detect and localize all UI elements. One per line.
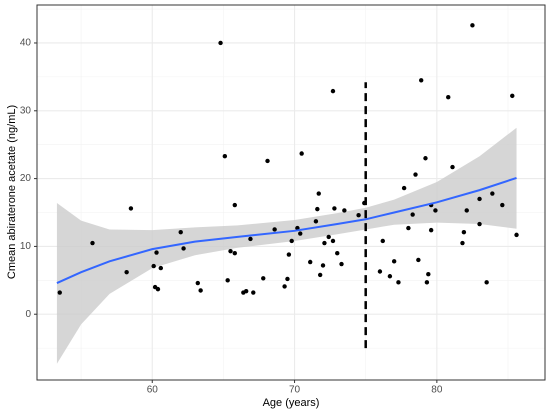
data-point [380,238,385,244]
data-point [391,259,397,264]
data-point [285,276,290,282]
data-point [377,269,383,274]
data-point [90,240,95,246]
data-point [261,276,266,281]
data-point [158,265,163,271]
data-point [387,274,393,279]
y-axis-label: Cmean abiraterone acetate (ng/mL) [6,105,18,279]
data-point [335,250,340,256]
data-point [330,88,336,94]
data-point [426,272,431,277]
data-point [423,156,428,161]
data-point [401,185,407,191]
data-point [317,272,323,278]
data-point [484,280,489,285]
data-point [155,286,161,292]
data-point [282,284,287,289]
data-point [289,238,294,244]
data-point [396,280,401,285]
data-point [313,219,319,224]
data-point [228,248,233,254]
data-point [500,202,505,208]
data-point [433,208,438,213]
data-point [248,236,253,242]
data-point [410,212,415,217]
data-point [232,202,237,208]
data-point [218,40,223,46]
data-point [154,250,159,255]
data-point [460,240,465,246]
data-point [450,164,455,170]
data-point [446,95,451,100]
fit-line [56,176,517,284]
x-axis-label: Age (years) [263,397,320,409]
data-point [308,259,313,265]
data-point [326,234,331,240]
data-point [356,213,361,218]
data-point [342,208,347,213]
y-tick-label: 40 [20,38,32,49]
y-tick-label: 10 [20,241,32,252]
data-point [299,151,304,156]
data-point [272,227,277,232]
data-point [413,172,418,177]
confidence-band [56,127,517,364]
data-point [124,269,129,275]
data-point [198,288,203,293]
y-tick-label: 0 [25,309,31,320]
data-point [151,263,156,269]
data-point [477,221,482,227]
data-point [178,229,183,235]
data-point [128,206,134,211]
data-point [510,93,515,99]
y-tick-label: 20 [20,173,32,184]
data-point [265,158,270,164]
y-tick-label: 30 [20,105,32,116]
x-tick-label: 60 [147,385,159,396]
data-point [298,231,303,236]
data-point [243,288,249,294]
data-point [251,290,256,295]
data-point [316,191,321,196]
data-point [424,280,430,285]
data-point [477,196,482,202]
data-point [339,261,344,267]
data-point [332,206,337,211]
data-point [461,229,467,235]
data-point [330,238,336,244]
plot-border [36,4,546,381]
data-point [57,290,62,295]
data-point [320,263,326,268]
x-tick-label: 80 [431,385,443,396]
data-point [490,191,495,196]
x-tick-label: 70 [289,385,301,396]
data-point [315,206,320,212]
data-point [222,154,228,159]
data-point [416,257,421,263]
data-point [225,278,230,283]
data-point [232,250,237,256]
data-point [406,225,411,231]
data-point [470,23,475,28]
data-point [428,227,434,233]
data-point [181,246,186,251]
data-point [514,232,519,238]
data-point [286,252,292,257]
data-point [195,280,200,286]
data-point [419,78,424,83]
data-point [322,240,327,246]
data-point [464,208,469,213]
